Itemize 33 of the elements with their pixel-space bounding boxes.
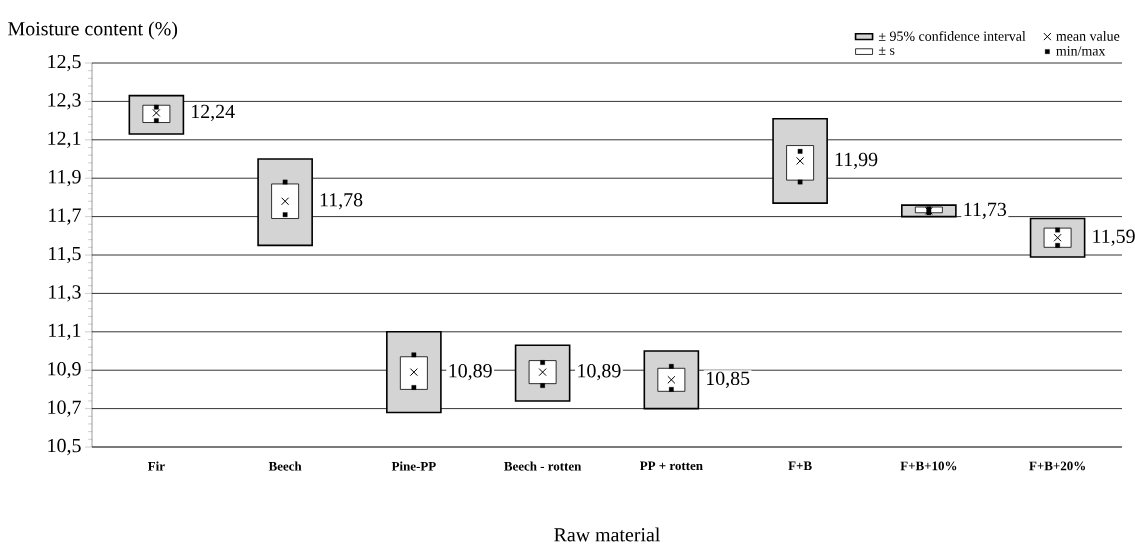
data-label: 11,99	[835, 152, 878, 170]
y-tick-label: 10,5	[48, 438, 81, 456]
y-tick-label: 11,1	[49, 323, 81, 340]
x-tick-label: Pine-PP	[391, 461, 436, 471]
legend-label: mean value	[1056, 31, 1120, 41]
y-tick-label: 11,7	[49, 208, 81, 225]
y-axis-title: Moisture content (%)	[8, 21, 178, 40]
y-tick-label: 10,9	[48, 362, 81, 379]
y-tick-label: 10,7	[48, 400, 81, 417]
x-tick-label: F+B	[788, 461, 812, 471]
data-label: 10,89	[449, 363, 492, 381]
x-tick-label: PP + rotten	[639, 461, 703, 471]
data-label: 11,59	[1093, 229, 1135, 246]
y-tick-label: 12,1	[48, 131, 81, 148]
y-tick-label: 11,9	[49, 170, 81, 187]
x-axis-title: Raw material	[554, 527, 660, 542]
data-label: 11,78	[320, 193, 363, 210]
y-tick-label: 11,3	[49, 285, 81, 302]
data-label: 10,85	[706, 371, 750, 388]
data-label: 12,24	[192, 104, 235, 122]
x-tick-label: F+B+10%	[900, 461, 957, 471]
legend-label: min/max	[1056, 46, 1106, 56]
x-tick-label: Beech	[268, 461, 302, 471]
data-label: 10,89	[578, 363, 621, 381]
y-tick-label: 12,5	[48, 54, 81, 72]
legend-label: ± s	[878, 46, 895, 55]
y-tick-label: 12,3	[48, 93, 81, 110]
data-label: 11,73	[964, 202, 1007, 219]
x-tick-label: F+B+20%	[1029, 461, 1085, 471]
x-tick-label: Beech - rotten	[504, 461, 582, 471]
x-tick-label: Fir	[147, 461, 165, 471]
y-tick-label: 11,5	[49, 246, 81, 264]
legend-label: ± 95% confidence interval	[878, 30, 1026, 41]
